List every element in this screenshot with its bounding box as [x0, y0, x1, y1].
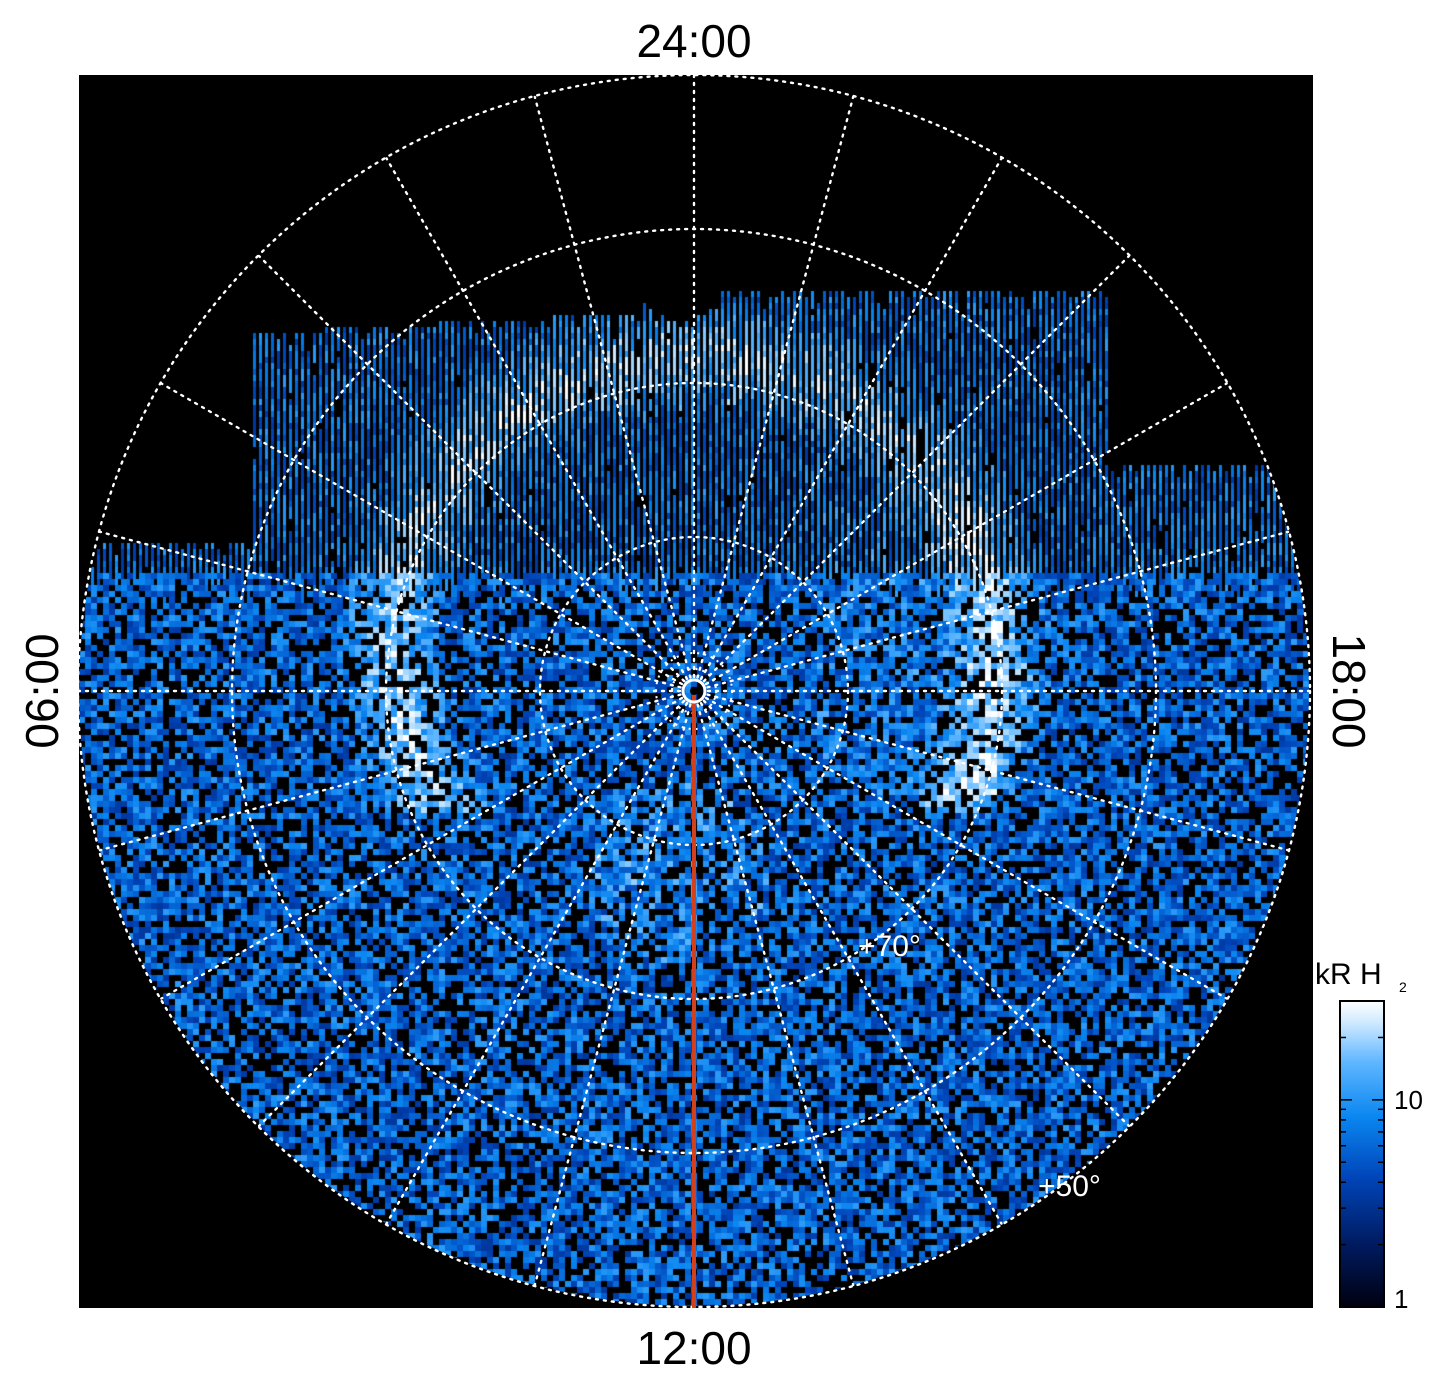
colorbar-tick-label-10: 10 [1394, 1085, 1423, 1115]
local-time-label-bottom: 12:00 [636, 1322, 751, 1374]
local-time-label-top: 24:00 [636, 15, 751, 67]
colorbar-ticks [1340, 1000, 1384, 1246]
pole-marker [681, 678, 707, 704]
colorbar-tick-label-1: 1 [1394, 1284, 1408, 1314]
colorbar-gradient [1339, 1000, 1385, 1308]
colorbar-title: kR H [1315, 958, 1382, 991]
colorbar: kR H 2 10 1 [1315, 958, 1423, 1314]
latitude-label-70: +70° [858, 930, 921, 963]
local-time-label-left: 06:00 [16, 633, 68, 748]
local-time-label-right: 18:00 [1323, 633, 1375, 748]
colorbar-title-subscript: 2 [1399, 979, 1407, 995]
latitude-label-50: +50° [1038, 1170, 1101, 1203]
latitude-circle [384, 381, 1004, 1001]
